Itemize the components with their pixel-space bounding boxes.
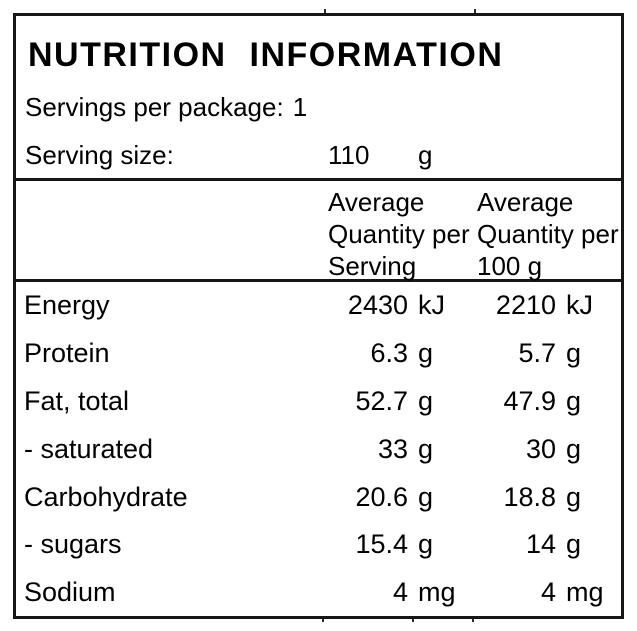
per-serving-value: 20.6 (355, 481, 408, 512)
nutrient-row: Protein 6.3 g 5.7 g (16, 330, 621, 378)
nutrient-row: - saturated 33 g 30 g (16, 425, 621, 473)
per-serving-value: 33 (377, 433, 408, 464)
per-100g-value: 30 (525, 433, 556, 464)
header-line: Average (477, 187, 574, 217)
per-serving-unit: mg (418, 577, 456, 608)
serving-size-row: Serving size: 110 g (16, 140, 621, 171)
per-serving-unit: g (418, 385, 434, 416)
per-serving-value: 52.7 (355, 385, 408, 416)
nutrient-name: Fat, total (24, 385, 130, 416)
header-line: Quantity per (328, 219, 470, 249)
panel-top-section: NUTRITION INFORMATION Servings per packa… (16, 16, 621, 181)
serving-size-label: Serving size: (25, 140, 174, 170)
per-serving-value: 4 (392, 577, 408, 608)
nutrient-name: Sodium (24, 577, 116, 608)
per-100g-unit: g (566, 338, 582, 369)
serving-size-unit: g (418, 140, 433, 170)
per-serving-value: 15.4 (355, 529, 408, 560)
per-100g-value: 5.7 (518, 338, 556, 369)
per-serving-value: 6.3 (370, 338, 408, 369)
per-100g-value: 4 (540, 577, 556, 608)
panel-title: NUTRITION INFORMATION (28, 36, 504, 74)
nutrient-name: Protein (24, 338, 110, 369)
serving-size-value: 110 (328, 140, 370, 170)
header-line: 100 g (477, 251, 543, 281)
header-line: Quantity per (477, 219, 619, 249)
nutrient-row: Energy 2430 kJ 2210 kJ (16, 282, 621, 330)
per-100g-value: 47.9 (503, 385, 556, 416)
nutrition-table-body: Energy 2430 kJ 2210 kJ Protein 6.3 g 5.7… (16, 282, 621, 617)
table-column-headers: Average Quantity per Serving Average Qua… (16, 181, 621, 282)
nutrition-panel: NUTRITION INFORMATION Servings per packa… (13, 13, 624, 619)
column-header-per-serving: Average Quantity per Serving (328, 186, 477, 282)
nutrient-name: Carbohydrate (24, 481, 188, 512)
nutrient-row: Sodium 4 mg 4 mg (16, 569, 621, 617)
nutrient-name: - sugars (24, 529, 122, 560)
header-line: Average (328, 187, 425, 217)
per-serving-unit: kJ (418, 290, 445, 321)
per-serving-unit: g (418, 433, 434, 464)
per-serving-unit: g (418, 529, 434, 560)
nutrient-row: Fat, total 52.7 g 47.9 g (16, 378, 621, 426)
nutrient-name: Energy (24, 290, 110, 321)
column-header-per-100g: Average Quantity per 100 g (477, 186, 621, 282)
per-100g-unit: kJ (566, 290, 593, 321)
per-100g-unit: g (566, 385, 582, 416)
nutrient-column-spacer (16, 186, 328, 282)
per-100g-unit: mg (566, 577, 604, 608)
per-100g-unit: g (566, 529, 582, 560)
servings-per-package-label: Servings per package: (25, 92, 284, 122)
per-100g-unit: g (566, 433, 582, 464)
nutrient-row: - sugars 15.4 g 14 g (16, 521, 621, 569)
servings-per-package-row: Servings per package: 1 (16, 92, 621, 123)
per-serving-value: 2430 (347, 290, 408, 321)
nutrient-name: - saturated (24, 433, 154, 464)
per-serving-unit: g (418, 338, 434, 369)
nutrient-row: Carbohydrate 20.6 g 18.8 g (16, 473, 621, 521)
per-100g-value: 18.8 (503, 481, 556, 512)
header-line: Serving (328, 251, 417, 281)
per-100g-value: 2210 (495, 290, 556, 321)
per-100g-unit: g (566, 481, 582, 512)
per-serving-unit: g (418, 481, 434, 512)
per-100g-value: 14 (525, 529, 556, 560)
servings-per-package-value: 1 (292, 92, 308, 122)
